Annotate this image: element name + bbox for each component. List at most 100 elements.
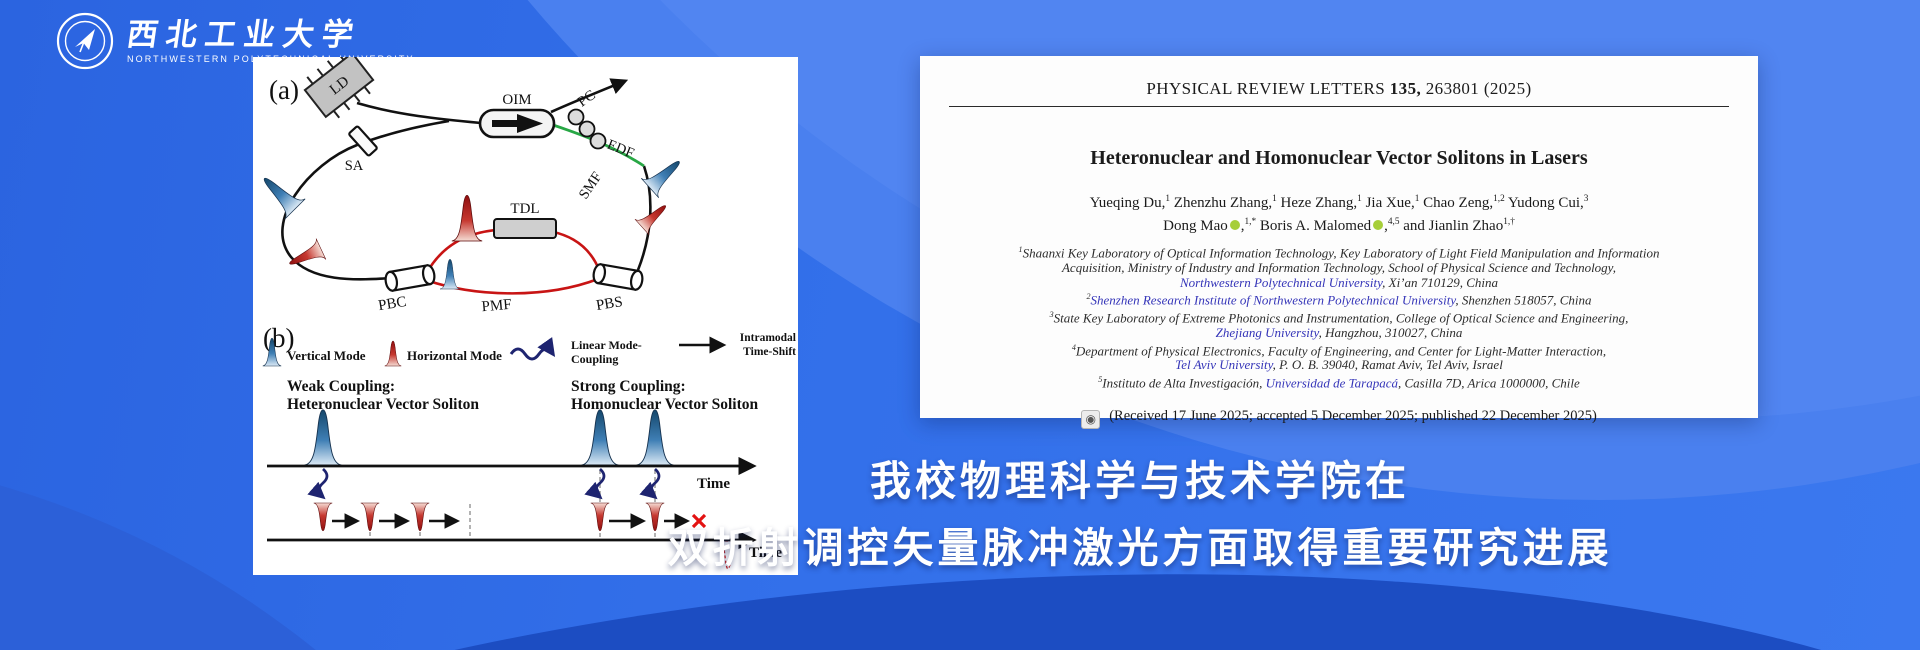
text-segment: 2	[1086, 292, 1091, 302]
text-segment: Zhenzhu Zhang,	[1170, 195, 1273, 211]
affiliation-line: Zhejiang University, Hangzhou, 310027, C…	[920, 324, 1758, 341]
affiliation-line: Northwestern Polytechnical University, X…	[920, 274, 1758, 291]
paper-first-page: PHYSICAL REVIEW LETTERS 1 3 5, 263801 (202…	[920, 56, 1758, 429]
legend-coupling-line2: Coupling	[571, 352, 618, 366]
legend-coupling-line1: Linear Mode-	[571, 338, 642, 352]
journal-header: PHYSICAL REVIEW LETTERS 135, 263801 (202…	[920, 79, 1758, 99]
strong-coupling-heading-line1: Strong Coupling:	[571, 378, 686, 395]
time-axis-2-label: Time	[749, 545, 782, 561]
affiliation-line: 3State Key Laboratory of Extreme Photoni…	[920, 308, 1758, 326]
pbs-label: PBS	[595, 294, 624, 314]
text-segment: 3	[1583, 194, 1589, 204]
weak-coupling-heading-line2: Heteronuclear Vector Soliton	[287, 396, 479, 413]
text-segment: Jia Xue,	[1361, 195, 1415, 211]
text-segment: (Received 17 June 2025; accepted 5 Decem…	[1109, 407, 1597, 424]
forbidden-cross-icon	[691, 513, 707, 529]
output-arrow	[550, 78, 629, 114]
text-segment: 1	[1357, 194, 1362, 204]
authors-line: Dong Mao ,1,* Boris A. Malomed ,4,5 and Ji…	[920, 213, 1758, 236]
text-segment: 3	[1049, 310, 1054, 320]
paper-affiliations: 1Shaanxi Key Laboratory of Optical Infor…	[920, 243, 1758, 391]
legend-intramodal-line2: Time-Shift	[743, 346, 796, 358]
text-segment: State Key Laboratory of Extreme Photonic…	[1053, 310, 1629, 326]
coupling-arrows	[307, 467, 661, 500]
text-segment: 1	[1165, 194, 1171, 204]
smf-label: SMF	[576, 169, 605, 202]
affiliation-line: Tel Aviv University, P. O. B. 39040, Ram…	[920, 358, 1758, 373]
panel-a-label: (a)	[269, 75, 299, 105]
text-segment: , P. O. B. 39040, Ramat Aviv, Tel Aviv, …	[1272, 357, 1503, 373]
text-segment: Boris A. Malomed	[1256, 218, 1372, 234]
text-segment: ,	[1240, 218, 1245, 234]
affiliation-link[interactable]: Universidad de Tarapacá	[1265, 375, 1398, 391]
text-segment: 4	[1071, 342, 1076, 352]
text-segment: 1,2	[1493, 194, 1505, 204]
affiliation-link[interactable]: Zhejiang University	[1215, 324, 1319, 340]
strong-coupling-heading-line2: Homonuclear Vector Soliton	[571, 396, 759, 413]
text-segment: 1,†	[1503, 217, 1515, 227]
weak-coupling-heading-line1: Weak Coupling:	[287, 378, 395, 395]
wavy-coupling-arrow-icon	[509, 337, 556, 361]
affiliation-line: 1Shaanxi Key Laboratory of Optical Infor…	[920, 243, 1758, 261]
text-segment: , Casilla 7D, Arica 1000000, Chile	[1398, 375, 1580, 391]
caption-line-2: 双折射调控矢量脉冲激光方面取得重要研究进展	[667, 525, 1613, 571]
affiliation-line: Acquisition, Ministry of Industry and In…	[920, 259, 1758, 276]
text-segment: 1	[1414, 194, 1420, 204]
orcid-icon	[1373, 220, 1384, 230]
affiliation-link[interactable]: Northwestern Polytechnical University	[1179, 274, 1383, 290]
text-segment: 1,*	[1244, 217, 1257, 227]
time-axis-1-label: Time	[697, 476, 730, 492]
pmf-label: PMF	[481, 297, 512, 316]
saturable-absorber	[348, 125, 378, 157]
oim-isolator	[478, 108, 556, 139]
affiliation-link[interactable]: Tel Aviv University	[1175, 357, 1273, 373]
crossmark-icon: ◉	[1081, 409, 1101, 429]
edf-label: EDF	[605, 137, 636, 162]
polarization-controller	[567, 108, 607, 150]
text-segment: Department of Physical Electronics, Facu…	[1075, 342, 1607, 358]
text-segment: Shaanxi Key Laboratory of Optical Inform…	[1022, 245, 1660, 261]
oim-label: OIM	[502, 92, 531, 108]
legend-horizontal-mode: Horizontal Mode	[407, 348, 502, 363]
text-segment: , Xi’an 710129, China	[1382, 274, 1499, 290]
tdl-label: TDL	[510, 201, 539, 217]
polarization-beam-splitter	[592, 263, 644, 291]
text-segment: Dong Mao	[1163, 218, 1228, 234]
text-segment: PHYSICAL REVIEW LETTERS	[1146, 79, 1390, 98]
laser-diode-chip: LD	[303, 51, 375, 119]
text-segment: 5	[1098, 375, 1103, 385]
text-segment: , Hangzhou, 310027, China	[1318, 324, 1463, 340]
polarization-beam-combiner	[384, 264, 436, 292]
paper-figure-panel: (a) LD	[253, 51, 798, 575]
text-segment: ,	[1384, 218, 1388, 234]
text-segment: Acquisition, Ministry of Industry and In…	[1061, 259, 1616, 275]
text-segment: 1	[1272, 194, 1277, 204]
affiliation-line: 2Shenzhen Research Institute of Northwes…	[920, 290, 1758, 308]
text-segment: Instituto de Alta Investigación,	[1102, 375, 1266, 391]
text-segment: Chao Zeng,	[1419, 195, 1494, 211]
text-segment: 1	[1018, 245, 1023, 254]
text-segment: Yudong Cui,	[1504, 195, 1584, 211]
paper-authors: Yueqing Du,1 Zhenzhu Zhang,1 Heze Zhang,…	[920, 190, 1758, 236]
laser-setup-and-soliton-figure: (a) LD	[253, 51, 796, 570]
pc-label: PC	[575, 87, 599, 110]
tunable-delay-line	[493, 218, 557, 239]
authors-line: Yueqing Du,1 Zhenzhu Zhang,1 Heze Zhang,…	[920, 190, 1758, 213]
text-segment: Heze Zhang,	[1276, 195, 1358, 211]
text-segment: , Shenzhen 518057, China	[1455, 292, 1592, 308]
text-segment: 4,5	[1387, 217, 1400, 227]
affiliation-link[interactable]: Shenzhen Research Institute of Northwest…	[1090, 292, 1456, 308]
caption-line-1: 我校物理科学与技术学院在	[870, 458, 1410, 504]
sa-label: SA	[345, 158, 364, 174]
text-segment: 263801 (2025)	[1421, 79, 1532, 98]
text-segment: Yueqing Du,	[1089, 195, 1166, 211]
pbc-label: PBC	[377, 294, 408, 314]
affiliation-line: 5Instituto de Alta Investigación, Univer…	[920, 373, 1758, 391]
panel-b-label: (b)	[263, 323, 294, 353]
university-emblem-icon	[56, 12, 114, 70]
text-segment: and Jianlin Zhao	[1399, 218, 1504, 234]
journal-header-rule	[949, 106, 1729, 107]
legend-intramodal-line1: Intramodal	[740, 332, 796, 344]
received-text: (Received 17 June 2025; accepted 5 Decem…	[1109, 408, 1597, 424]
